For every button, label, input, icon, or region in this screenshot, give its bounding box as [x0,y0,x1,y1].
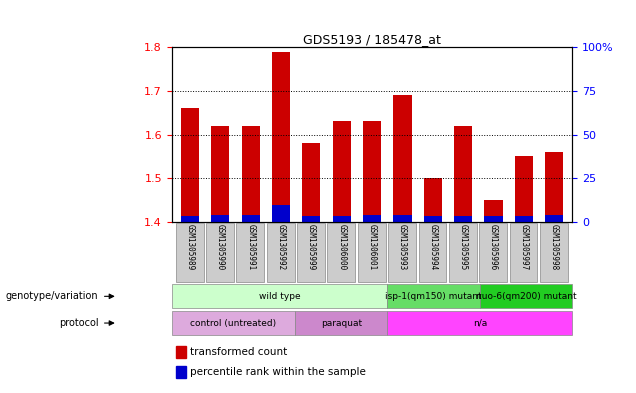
Text: GSM1305992: GSM1305992 [277,224,286,271]
Text: n/a: n/a [473,319,487,327]
FancyBboxPatch shape [328,223,356,282]
Text: GSM1305996: GSM1305996 [489,224,498,271]
Bar [333,121,351,222]
FancyBboxPatch shape [479,223,507,282]
Text: control (untreated): control (untreated) [190,319,277,327]
Bar [272,204,290,222]
FancyBboxPatch shape [509,223,537,282]
Bar [302,216,321,222]
Text: GSM1306000: GSM1306000 [337,224,346,271]
Bar [242,215,259,222]
Text: GSM1305989: GSM1305989 [186,224,195,271]
Bar [333,216,351,222]
Bar [485,200,502,222]
Title: GDS5193 / 185478_at: GDS5193 / 185478_at [303,33,441,46]
FancyBboxPatch shape [418,223,446,282]
FancyBboxPatch shape [480,284,572,309]
Bar [545,152,563,222]
Bar [424,216,442,222]
Text: GSM1305999: GSM1305999 [307,224,316,271]
FancyBboxPatch shape [206,223,234,282]
Text: GSM1306001: GSM1306001 [368,224,377,271]
Bar [211,215,230,222]
Text: GSM1305994: GSM1305994 [428,224,438,271]
Text: GSM1305998: GSM1305998 [550,224,558,271]
FancyBboxPatch shape [237,223,265,282]
FancyBboxPatch shape [176,223,204,282]
Bar [485,216,502,222]
Text: percentile rank within the sample: percentile rank within the sample [190,367,366,377]
Bar [545,215,563,222]
FancyBboxPatch shape [387,311,572,335]
Bar [454,216,472,222]
Text: genotype/variation: genotype/variation [6,291,99,301]
Text: isp-1(qm150) mutant: isp-1(qm150) mutant [385,292,482,301]
Text: wild type: wild type [259,292,300,301]
FancyBboxPatch shape [449,223,477,282]
Bar [454,126,472,222]
FancyBboxPatch shape [295,311,387,335]
Text: transformed count: transformed count [190,347,287,357]
Bar [515,216,533,222]
Bar [302,143,321,222]
Text: GSM1305995: GSM1305995 [459,224,467,271]
FancyBboxPatch shape [297,223,325,282]
Text: GSM1305990: GSM1305990 [216,224,225,271]
Bar [211,126,230,222]
Bar [393,215,411,222]
Bar [515,156,533,222]
Text: paraquat: paraquat [321,319,362,327]
FancyBboxPatch shape [172,284,387,309]
Bar [242,126,259,222]
Bar [393,95,411,222]
FancyBboxPatch shape [387,284,480,309]
Text: GSM1305993: GSM1305993 [398,224,407,271]
Text: GSM1305997: GSM1305997 [520,224,529,271]
Text: GSM1305991: GSM1305991 [246,224,255,271]
Bar [272,51,290,222]
Bar [181,216,199,222]
Text: nuo-6(qm200) mutant: nuo-6(qm200) mutant [476,292,576,301]
Bar [181,108,199,222]
Bar [424,178,442,222]
FancyBboxPatch shape [172,311,295,335]
FancyBboxPatch shape [358,223,385,282]
FancyBboxPatch shape [540,223,568,282]
Bar [363,121,381,222]
Bar [363,215,381,222]
FancyBboxPatch shape [388,223,416,282]
Text: protocol: protocol [59,318,99,328]
Bar [176,366,186,378]
Bar [176,346,186,358]
FancyBboxPatch shape [266,223,294,282]
